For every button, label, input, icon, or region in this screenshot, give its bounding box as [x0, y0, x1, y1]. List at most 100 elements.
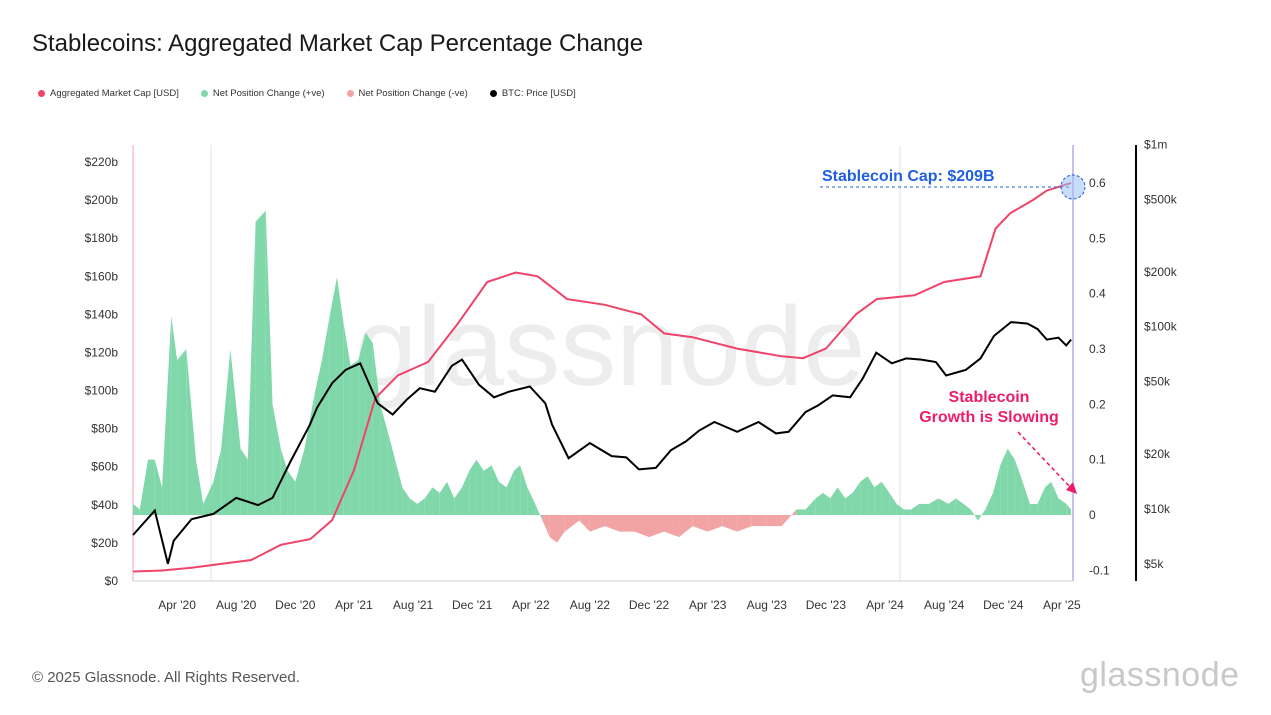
legend-item-market-cap[interactable]: Aggregated Market Cap [USD]: [38, 88, 179, 99]
net-position-positive-bar: [454, 487, 462, 515]
net-position-positive-bar: [139, 459, 149, 515]
net-position-positive-bar: [874, 481, 882, 515]
net-position-positive-bar: [1014, 459, 1023, 515]
net-position-negative-bar: [571, 515, 580, 527]
net-position-positive-bar: [171, 315, 178, 515]
net-position-negative-bar: [556, 515, 565, 543]
net-position-positive-bar: [860, 476, 868, 515]
net-position-positive-bar: [247, 221, 256, 515]
slowing-arrow-head: [1066, 482, 1077, 494]
y-mid-tick-label: 0.6: [1089, 176, 1106, 190]
net-position-positive-bar: [469, 459, 477, 515]
net-position-negative-bar: [781, 509, 797, 527]
net-position-positive-bar: [1066, 503, 1072, 515]
y-mid-tick-label: 0.3: [1089, 342, 1106, 356]
net-position-negative-bar: [542, 515, 550, 538]
net-position-negative-bar: [564, 515, 572, 532]
net-position-positive-bar: [1058, 498, 1067, 515]
net-position-positive-bar: [955, 498, 964, 515]
y-left-tick-label: $40b: [91, 498, 118, 512]
chart-title: Stablecoins: Aggregated Market Cap Perce…: [32, 30, 644, 57]
y-left-tick-label: $200b: [85, 193, 119, 207]
net-position-positive-bar: [1029, 503, 1038, 515]
net-position-positive-bar: [221, 349, 231, 515]
net-position-positive-bar: [929, 498, 939, 515]
legend-item-negative-change[interactable]: Net Position Change (-ve): [346, 88, 468, 99]
x-tick-label: Dec '21: [452, 598, 493, 612]
legend-dot-market-cap: [38, 90, 45, 97]
net-position-positive-bar: [903, 509, 912, 515]
net-position-positive-bar: [1037, 487, 1045, 515]
net-position-negative-bar: [634, 515, 650, 538]
net-position-negative-bar: [619, 515, 635, 532]
net-position-positive-bar: [287, 470, 296, 515]
net-position-positive-bar: [491, 465, 499, 515]
net-position-positive-bar: [1000, 448, 1008, 515]
legend-label-btc-price: BTC: Price [USD]: [501, 88, 576, 99]
x-tick-label: Aug '23: [747, 598, 788, 612]
btc-price-line: [132, 321, 1072, 565]
net-position-positive-bar: [462, 470, 470, 515]
y-right-tick-label: $50k: [1144, 375, 1171, 389]
copyright-footer: © 2025 Glassnode. All Rights Reserved.: [32, 669, 300, 686]
net-position-bars: [133, 210, 1072, 543]
net-position-positive-bar: [889, 492, 897, 515]
net-position-negative-bar: [579, 515, 590, 532]
net-position-positive-bar: [230, 349, 241, 515]
net-position-positive-bar: [321, 315, 330, 515]
net-position-negative-bar: [707, 515, 723, 532]
slowing-annotation-line2: Growth is Slowing: [919, 409, 1059, 426]
net-position-positive-bar: [476, 459, 484, 515]
x-tick-label: Apr '23: [689, 598, 727, 612]
net-position-positive-bar: [162, 315, 172, 515]
y-right-tick-label: $5k: [1144, 557, 1164, 571]
net-position-positive-bar: [535, 503, 543, 521]
net-position-positive-bar: [852, 481, 861, 515]
net-position-positive-bar: [255, 210, 266, 515]
net-position-positive-bar: [498, 481, 507, 515]
net-position-negative-bar: [549, 515, 557, 543]
net-position-positive-bar: [265, 210, 273, 515]
net-position-positive-bar: [295, 448, 305, 515]
net-position-positive-bar: [938, 498, 949, 515]
net-position-positive-bar: [424, 487, 433, 515]
cap-highlight-circle: [1060, 174, 1086, 200]
chart-legend: Aggregated Market Cap [USD] Net Position…: [38, 88, 576, 99]
y-left-tick-label: $100b: [85, 384, 119, 398]
x-tick-label: Dec '20: [275, 598, 316, 612]
net-position-positive-bar: [280, 448, 288, 515]
y-left-tick-label: $220b: [85, 155, 119, 169]
net-position-positive-bar: [993, 465, 1001, 515]
legend-dot-negative-change: [346, 90, 354, 97]
x-tick-label: Dec '23: [806, 598, 847, 612]
legend-dot-positive-change: [200, 90, 208, 97]
x-tick-label: Apr '21: [335, 598, 373, 612]
net-position-positive-bar: [985, 492, 994, 515]
y-right-tick-label: $500k: [1144, 192, 1178, 206]
y-right-tick-label: $100k: [1144, 320, 1178, 334]
net-position-positive-bar: [527, 487, 536, 515]
net-position-negative-bar: [589, 515, 605, 532]
legend-item-btc-price[interactable]: BTC: Price [USD]: [489, 88, 576, 99]
slowing-annotation-line1: Stablecoin: [949, 389, 1030, 406]
net-position-positive-bar: [417, 498, 425, 515]
net-position-positive-bar: [896, 503, 904, 515]
brand-logo: glassnode: [1080, 656, 1240, 694]
x-tick-label: Aug '20: [216, 598, 257, 612]
y-mid-tick-label: 0: [1089, 508, 1096, 522]
net-position-positive-bar: [336, 277, 344, 515]
x-tick-label: Aug '21: [393, 598, 434, 612]
net-position-positive-bar: [358, 332, 366, 515]
market-cap-line: [132, 181, 1072, 573]
net-position-positive-bar: [830, 487, 838, 515]
chart-annotations: Stablecoin Cap: $209B Stablecoin Growth …: [820, 168, 1086, 494]
cap-annotation: Stablecoin Cap: $209B: [822, 168, 995, 185]
y-mid-tick-label: 0.5: [1089, 231, 1106, 245]
net-position-positive-bar: [133, 503, 140, 515]
legend-item-positive-change[interactable]: Net Position Change (+ve): [200, 88, 325, 99]
net-position-positive-bar: [329, 277, 337, 515]
net-position-negative-bar: [649, 515, 665, 538]
chart-lines: [132, 181, 1072, 573]
net-position-positive-bar: [148, 459, 155, 515]
